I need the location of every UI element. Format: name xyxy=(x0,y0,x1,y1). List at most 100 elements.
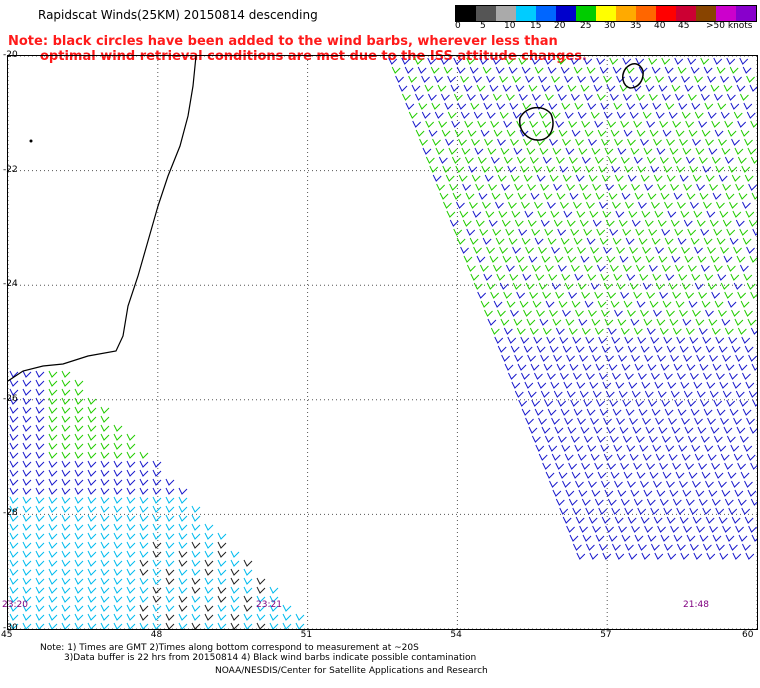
wind-barb xyxy=(693,381,703,389)
wind-barb xyxy=(616,417,625,425)
wind-barb xyxy=(521,372,530,380)
wind-barb xyxy=(204,613,214,621)
wind-barb xyxy=(743,273,753,281)
wind-barb xyxy=(570,435,580,443)
wind-barb xyxy=(718,480,727,488)
wind-barb xyxy=(525,111,535,119)
wind-barb xyxy=(737,462,747,470)
wind-barb xyxy=(486,111,496,119)
wind-barb xyxy=(718,345,728,353)
wind-barb xyxy=(710,84,720,92)
wind-barb xyxy=(594,462,604,470)
wind-barb xyxy=(718,516,728,524)
wind-barb xyxy=(609,57,619,65)
wind-barb xyxy=(719,210,729,218)
wind-barb xyxy=(722,390,732,398)
wind-barb xyxy=(703,201,712,209)
wind-barb xyxy=(549,480,558,488)
wind-barb xyxy=(694,453,704,461)
wind-barb xyxy=(87,586,97,594)
wind-barb xyxy=(695,318,705,326)
wind-barb xyxy=(9,586,19,594)
wind-barb xyxy=(456,66,466,74)
wind-barb xyxy=(746,417,755,425)
wind-barb xyxy=(735,390,745,398)
wind-barb xyxy=(22,478,32,486)
wind-barb xyxy=(615,381,625,389)
scale-label: 35 xyxy=(630,21,642,31)
wind-barb xyxy=(599,201,608,209)
wind-barb xyxy=(576,552,586,560)
wind-barb xyxy=(732,552,742,560)
wind-barb xyxy=(35,388,45,396)
wind-barb xyxy=(451,156,461,164)
wind-barb xyxy=(573,237,583,245)
wind-barb xyxy=(605,390,615,398)
wind-barb xyxy=(581,156,591,164)
wind-barb xyxy=(505,228,515,236)
wind-barb xyxy=(730,102,740,110)
wind-barb xyxy=(606,426,616,434)
wind-barb xyxy=(446,210,456,218)
wind-barb xyxy=(61,559,71,567)
wind-barb xyxy=(694,246,703,254)
wind-barb xyxy=(74,442,84,450)
wind-barb xyxy=(723,255,733,263)
wind-barb xyxy=(497,174,507,182)
wind-barb xyxy=(48,568,58,576)
wind-barb xyxy=(405,102,415,110)
wind-barb xyxy=(61,406,71,414)
wind-barb xyxy=(683,525,692,533)
wind-barb xyxy=(472,210,482,218)
wind-barb xyxy=(564,453,574,461)
wind-barb xyxy=(707,111,717,119)
wind-barb xyxy=(126,478,136,486)
madagascar-coastline xyxy=(8,56,197,382)
wind-barb xyxy=(508,237,518,245)
wind-barb xyxy=(689,165,699,173)
wind-barb xyxy=(678,444,688,452)
wind-barb xyxy=(709,219,719,227)
wind-barb xyxy=(546,336,556,344)
wind-barb xyxy=(711,498,721,506)
small-island xyxy=(29,139,33,143)
wind-barb xyxy=(74,433,84,441)
note-line-1: Note: black circles have been added to t… xyxy=(8,34,558,49)
wind-barb xyxy=(544,57,554,65)
wind-barb xyxy=(74,496,84,504)
wind-barb xyxy=(126,505,136,513)
wind-barb xyxy=(579,183,588,191)
wind-barb xyxy=(414,93,424,101)
wind-barb xyxy=(675,129,685,137)
wind-barb xyxy=(449,183,458,191)
footer-credit: NOAA/NESDIS/Center for Satellite Applica… xyxy=(215,666,488,676)
wind-barb xyxy=(152,559,162,567)
wind-barb xyxy=(126,595,136,603)
wind-barb xyxy=(542,120,552,128)
wind-barb xyxy=(704,102,714,110)
wind-barb xyxy=(230,586,240,594)
wind-barb xyxy=(534,372,543,380)
wind-barb xyxy=(676,543,686,551)
wind-barb xyxy=(683,219,693,227)
wind-barb xyxy=(545,471,555,479)
wind-barb xyxy=(567,426,577,434)
wind-barb xyxy=(574,102,584,110)
wind-barb xyxy=(579,219,589,227)
wind-barb xyxy=(61,541,71,549)
wind-barb xyxy=(152,577,162,585)
wind-barb xyxy=(458,138,467,146)
wind-barb xyxy=(139,568,149,576)
wind-barb xyxy=(671,255,681,263)
wind-barb xyxy=(575,480,584,488)
wind-barb xyxy=(74,604,84,612)
wind-barb xyxy=(113,469,123,477)
wind-barb xyxy=(100,532,110,540)
wind-barb xyxy=(256,622,266,629)
scale-label: 5 xyxy=(480,21,486,31)
wind-barb xyxy=(657,219,667,227)
wind-barb xyxy=(686,363,696,371)
wind-barb xyxy=(721,318,731,326)
wind-barb xyxy=(48,478,58,486)
wind-barb xyxy=(126,496,136,504)
